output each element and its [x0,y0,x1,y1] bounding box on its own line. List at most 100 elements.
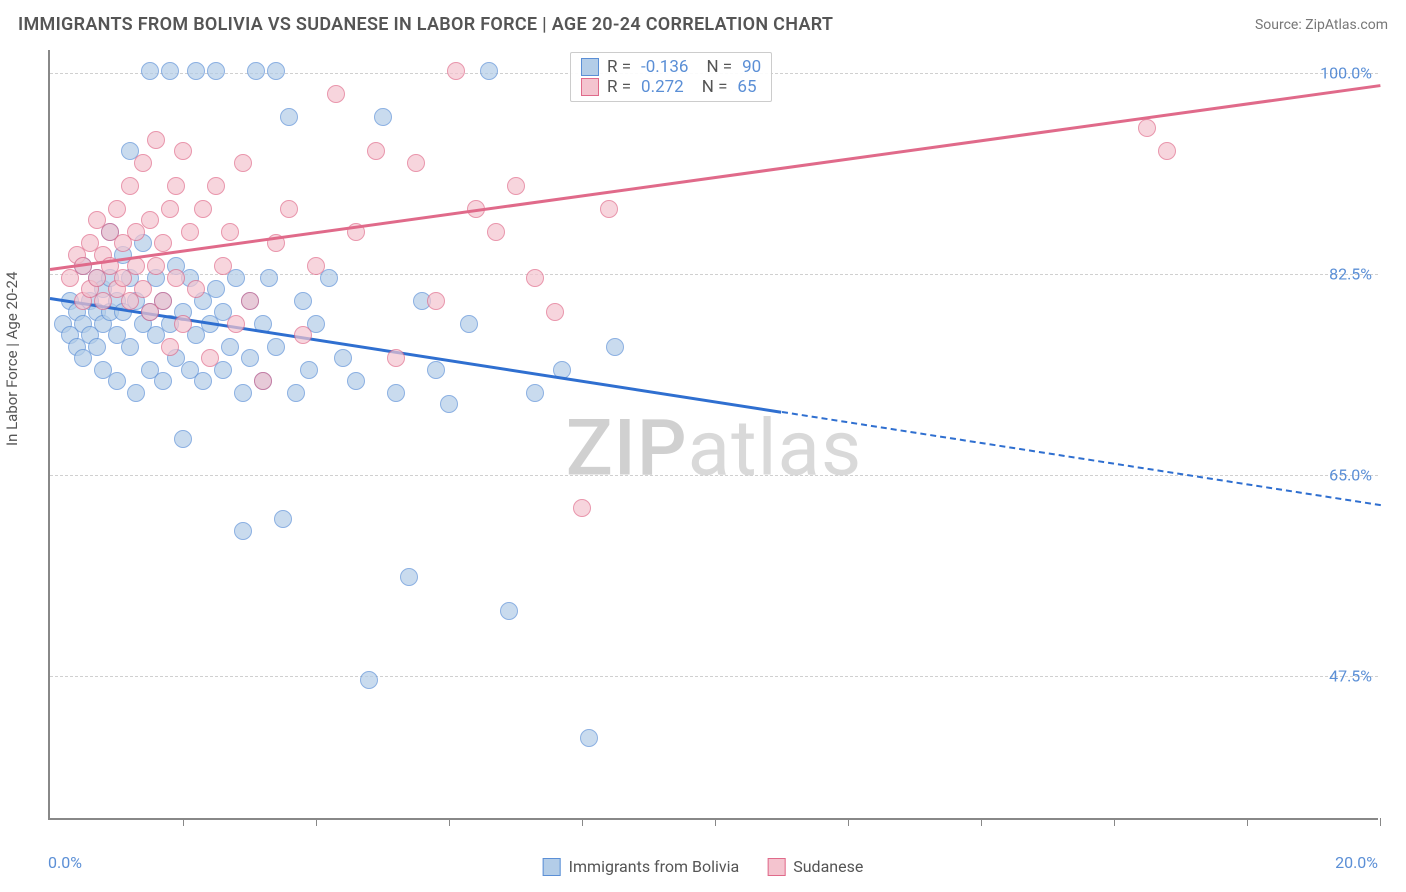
stat-n-label: N = [702,77,728,97]
data-point [1138,119,1156,137]
data-point [267,62,285,80]
data-point [606,338,624,356]
stat-r-label: R = [607,77,631,97]
data-point [407,154,425,172]
x-tick [582,818,583,826]
data-point [141,62,159,80]
watermark-light: atlas [688,404,863,495]
data-point [174,142,192,160]
plot-area: ZIPatlas 100.0% 82.5% 65.0% 47.5% [48,50,1378,820]
data-point [154,372,172,390]
data-point [294,326,312,344]
data-point [127,384,145,402]
data-point [234,154,252,172]
data-point [88,338,106,356]
data-point [400,568,418,586]
data-point [207,177,225,195]
data-point [374,108,392,126]
data-point [440,395,458,413]
data-point [360,671,378,689]
source-label: Source: ZipAtlas.com [1255,17,1388,33]
y-tick-label: 47.5% [1329,667,1372,686]
data-point [241,349,259,367]
x-tick [1247,818,1248,826]
data-point [167,177,185,195]
stat-r-value: -0.136 [641,57,688,77]
correlation-legend: R =-0.136N =90R =0.272N =65 [570,52,772,102]
data-point [134,154,152,172]
x-tick [449,818,450,826]
trend-line [50,84,1380,270]
data-point [480,62,498,80]
data-point [487,223,505,241]
data-point [526,269,544,287]
data-point [347,372,365,390]
data-point [280,200,298,218]
data-point [121,338,139,356]
data-point [387,349,405,367]
stat-n-value: 65 [737,77,756,97]
data-point [147,131,165,149]
x-axis-min-label: 0.0% [48,853,82,872]
data-point [221,338,239,356]
data-point [300,361,318,379]
data-point [181,223,199,241]
data-point [194,200,212,218]
data-point [267,338,285,356]
stat-r-value: 0.272 [641,77,684,97]
gridline [50,676,1378,677]
data-point [260,269,278,287]
x-axis-max-label: 20.0% [1335,853,1378,872]
watermark-bold: ZIP [566,404,688,495]
data-point [500,602,518,620]
legend-swatch [581,78,599,96]
trend-line [781,411,1380,506]
trend-line [50,297,782,413]
data-point [161,338,179,356]
data-point [127,257,145,275]
data-point [447,62,465,80]
y-tick-label: 82.5% [1329,265,1372,284]
y-tick-label: 65.0% [1329,466,1372,485]
legend-swatch [767,858,785,876]
data-point [294,292,312,310]
chart-container: IMMIGRANTS FROM BOLIVIA VS SUDANESE IN L… [0,0,1406,892]
data-point [387,384,405,402]
data-point [287,384,305,402]
stat-r-label: R = [607,57,631,77]
gridline [50,475,1378,476]
data-point [121,177,139,195]
data-point [327,85,345,103]
data-point [600,200,618,218]
data-point [167,269,185,287]
data-point [201,349,219,367]
data-point [427,292,445,310]
data-point [214,257,232,275]
data-point [334,349,352,367]
y-tick-label: 100.0% [1320,63,1372,82]
data-point [141,211,159,229]
data-point [161,200,179,218]
data-point [254,372,272,390]
legend-item: Sudanese [767,857,863,876]
data-point [234,384,252,402]
data-point [147,257,165,275]
data-point [194,372,212,390]
data-point [460,315,478,333]
data-point [546,303,564,321]
data-point [307,257,325,275]
data-point [241,292,259,310]
data-point [187,280,205,298]
x-tick [981,818,982,826]
data-point [234,522,252,540]
legend-item: Immigrants from Bolivia [543,857,740,876]
x-tick [183,818,184,826]
data-point [187,62,205,80]
data-point [526,384,544,402]
data-point [108,200,126,218]
data-point [174,430,192,448]
data-point [580,729,598,747]
x-tick [1114,818,1115,826]
x-tick [316,818,317,826]
data-point [174,315,192,333]
